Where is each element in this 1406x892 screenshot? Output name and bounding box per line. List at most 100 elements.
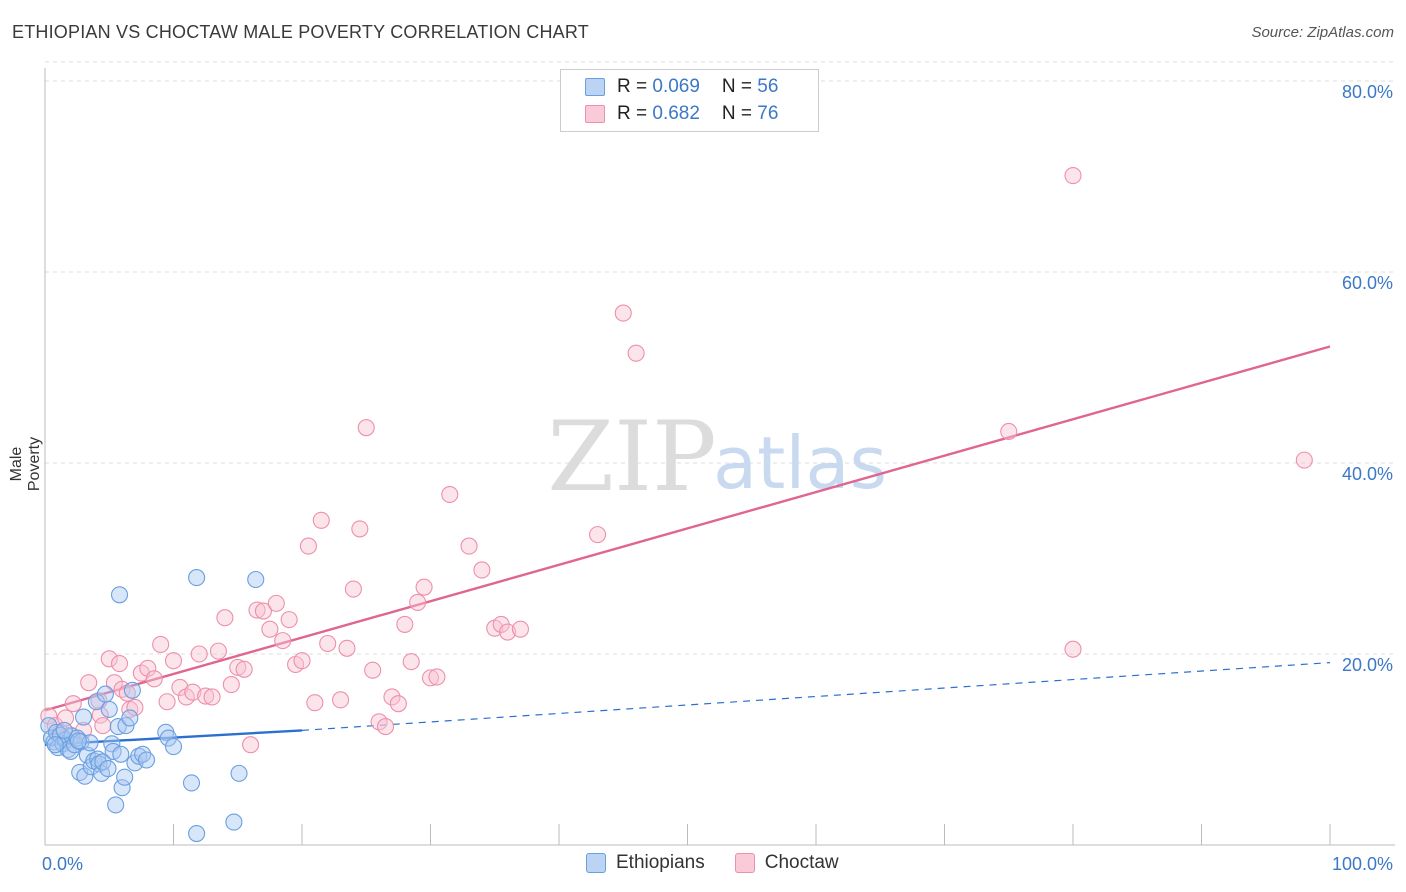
source-label: Source: ZipAtlas.com (1251, 24, 1394, 41)
legend-n-value: 56 (757, 76, 779, 97)
data-point-ethiopians (113, 779, 131, 797)
data-point-ethiopians (116, 768, 134, 786)
data-point-choctaw (338, 639, 356, 657)
data-point-choctaw (421, 669, 440, 687)
data-point-choctaw (1064, 166, 1082, 185)
series-name-ethiopians: Ethiopians (616, 852, 705, 873)
data-point-choctaw (64, 695, 82, 713)
y-tick-label: 60.0% (1342, 273, 1393, 293)
data-point-choctaw (190, 645, 208, 663)
data-point-ethiopians (110, 586, 129, 604)
data-point-ethiopians (123, 681, 141, 699)
data-point-ethiopians (117, 717, 135, 735)
trend-line-choctaw (44, 345, 1331, 712)
data-point-choctaw (299, 537, 317, 555)
trend-line-ethiopians (44, 729, 303, 746)
trend-line-extrapolated (301, 661, 1331, 731)
data-point-ethiopians (247, 570, 265, 589)
data-point-choctaw (261, 620, 279, 638)
legend-swatch-choctaw (585, 105, 605, 123)
data-point-choctaw (402, 653, 420, 671)
data-point-choctaw (499, 623, 517, 641)
data-point-ethiopians (100, 700, 118, 718)
data-point-ethiopians (137, 751, 156, 769)
data-point-choctaw (364, 661, 382, 679)
data-point-choctaw (376, 718, 395, 736)
data-point-choctaw (40, 707, 58, 725)
data-point-choctaw (428, 668, 446, 686)
data-point-choctaw (222, 676, 240, 694)
grid-lines (45, 61, 1395, 655)
data-point-choctaw (248, 601, 266, 619)
legend-r-value: 0.682 (652, 103, 700, 124)
data-point-ethiopians (164, 738, 183, 756)
axes (44, 68, 1395, 846)
data-point-choctaw (229, 658, 247, 676)
data-point-choctaw (139, 659, 157, 677)
data-point-choctaw (171, 678, 189, 696)
data-point-choctaw (184, 683, 202, 701)
legend-swatch-ethiopians (585, 78, 605, 96)
series-legend-ethiopians[interactable]: Ethiopians (586, 852, 705, 874)
data-point-choctaw (209, 642, 228, 660)
correlation-legend: R = 0.069 N = 56 R = 0.682 N = 76 (560, 69, 819, 132)
data-point-choctaw (203, 688, 221, 706)
data-point-choctaw (357, 419, 375, 437)
data-point-choctaw (389, 695, 407, 713)
series-name-choctaw: Choctaw (764, 852, 839, 873)
data-point-ethiopians (69, 732, 87, 750)
data-point-choctaw (511, 620, 530, 638)
data-point-choctaw (588, 526, 607, 544)
data-point-choctaw (145, 670, 163, 688)
data-point-choctaw (293, 652, 311, 670)
data-point-choctaw (254, 602, 273, 620)
series-swatch-choctaw (734, 853, 755, 873)
x-tick-label: 100.0% (1332, 854, 1393, 874)
data-point-choctaw (409, 593, 427, 611)
data-point-choctaw (94, 717, 112, 735)
legend-n-label: N = (721, 103, 758, 124)
data-point-choctaw (344, 580, 362, 598)
data-point-choctaw (1064, 640, 1082, 658)
legend-n-label: N = (721, 76, 758, 97)
data-point-ethiopians (159, 729, 177, 747)
data-point-ethiopians (76, 767, 94, 785)
data-point-ethiopians (182, 774, 201, 792)
data-point-choctaw (100, 650, 118, 668)
legend-row-ethiopians: R = 0.069 N = 56 (585, 75, 778, 99)
data-point-ethiopians (99, 760, 117, 778)
data-point-choctaw (216, 609, 234, 627)
data-point-choctaw (57, 709, 75, 727)
data-point-ethiopians (188, 824, 206, 843)
data-point-choctaw (396, 615, 414, 633)
watermark-zip: ZIP (547, 401, 716, 513)
data-point-choctaw (306, 694, 324, 712)
data-point-choctaw (415, 578, 433, 596)
data-point-choctaw (441, 485, 459, 504)
data-point-choctaw (235, 660, 253, 678)
legend-r-value: 0.069 (652, 76, 700, 97)
data-point-ethiopians (188, 569, 206, 587)
legend-r-label: R = (617, 76, 653, 97)
data-point-choctaw (197, 687, 215, 705)
series-swatch-ethiopians (586, 853, 606, 873)
y-tick-label: 80.0% (1342, 82, 1393, 102)
data-point-ethiopians (46, 736, 64, 754)
data-point-ethiopians (107, 796, 125, 814)
data-point-choctaw (126, 698, 144, 717)
data-point-choctaw (1295, 451, 1313, 469)
y-tick-label: 20.0% (1342, 655, 1393, 675)
data-point-choctaw (91, 706, 109, 724)
data-point-choctaw (280, 611, 298, 629)
data-point-choctaw (164, 652, 183, 670)
data-point-ethiopians (230, 764, 248, 782)
data-point-ethiopians (225, 813, 243, 831)
tick-labels: 20.0% 40.0% 60.0% 80.0% 0.0% 100.0% (42, 82, 1393, 874)
data-point-choctaw (319, 634, 337, 653)
data-point-choctaw (460, 537, 478, 555)
chart-title: ETHIOPIAN VS CHOCTAW MALE POVERTY CORREL… (12, 22, 589, 42)
series-legend-choctaw[interactable]: Choctaw (734, 852, 839, 874)
data-point-choctaw (1000, 422, 1018, 441)
data-point-choctaw (473, 561, 491, 579)
